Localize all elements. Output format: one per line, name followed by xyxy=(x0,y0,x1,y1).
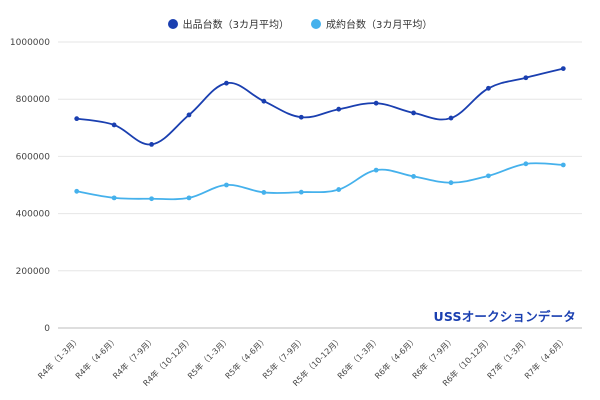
chart-legend: 出品台数（3カ月平均） 成約台数（3カ月平均） xyxy=(0,16,600,31)
legend-label-contracts: 成約台数（3カ月平均） xyxy=(326,20,433,31)
y-tick-label: 1000000 xyxy=(10,38,50,48)
data-point-contracts xyxy=(336,187,342,192)
data-point-listings xyxy=(149,141,154,147)
data-point-contracts xyxy=(298,189,304,195)
data-point-contracts xyxy=(523,161,529,167)
data-point-contracts xyxy=(186,195,192,201)
data-point-listings xyxy=(486,85,491,91)
data-point-contracts xyxy=(149,196,154,202)
data-point-contracts xyxy=(74,188,80,194)
legend-item-contracts[interactable]: 成約台数（3カ月平均） xyxy=(311,16,432,31)
data-point-contracts xyxy=(411,174,416,179)
data-point-contracts xyxy=(448,180,454,186)
data-point-listings xyxy=(224,80,229,86)
y-tick-label: 0 xyxy=(44,324,50,334)
data-point-contracts xyxy=(261,190,267,195)
data-point-listings xyxy=(411,110,416,116)
data-point-contracts xyxy=(560,162,566,168)
data-point-listings xyxy=(298,114,304,120)
y-tick-label: 200000 xyxy=(16,267,51,277)
data-point-listings xyxy=(261,98,267,104)
legend-label-listings: 出品台数（3カ月平均） xyxy=(182,20,289,31)
legend-swatch-listings xyxy=(167,18,178,29)
data-point-contracts xyxy=(224,182,229,188)
data-point-listings xyxy=(186,112,192,118)
data-point-listings xyxy=(336,106,342,112)
data-point-contracts xyxy=(373,167,379,173)
legend-item-listings[interactable]: 出品台数（3カ月平均） xyxy=(167,16,289,31)
data-point-listings xyxy=(523,75,529,81)
data-point-listings xyxy=(111,122,117,128)
data-point-listings xyxy=(448,115,454,121)
data-point-contracts xyxy=(111,195,117,201)
data-point-listings xyxy=(74,116,80,122)
source-annotation: USSオークションデータ xyxy=(433,309,576,324)
series-line-listings xyxy=(76,67,564,146)
series-line-contracts xyxy=(76,162,564,201)
y-tick-label: 800000 xyxy=(16,95,51,105)
data-point-listings xyxy=(373,100,379,106)
y-tick-label: 400000 xyxy=(16,210,51,220)
y-tick-label: 600000 xyxy=(16,152,51,162)
data-point-contracts xyxy=(486,173,491,179)
data-point-listings xyxy=(560,66,566,71)
legend-swatch-contracts xyxy=(311,18,321,29)
